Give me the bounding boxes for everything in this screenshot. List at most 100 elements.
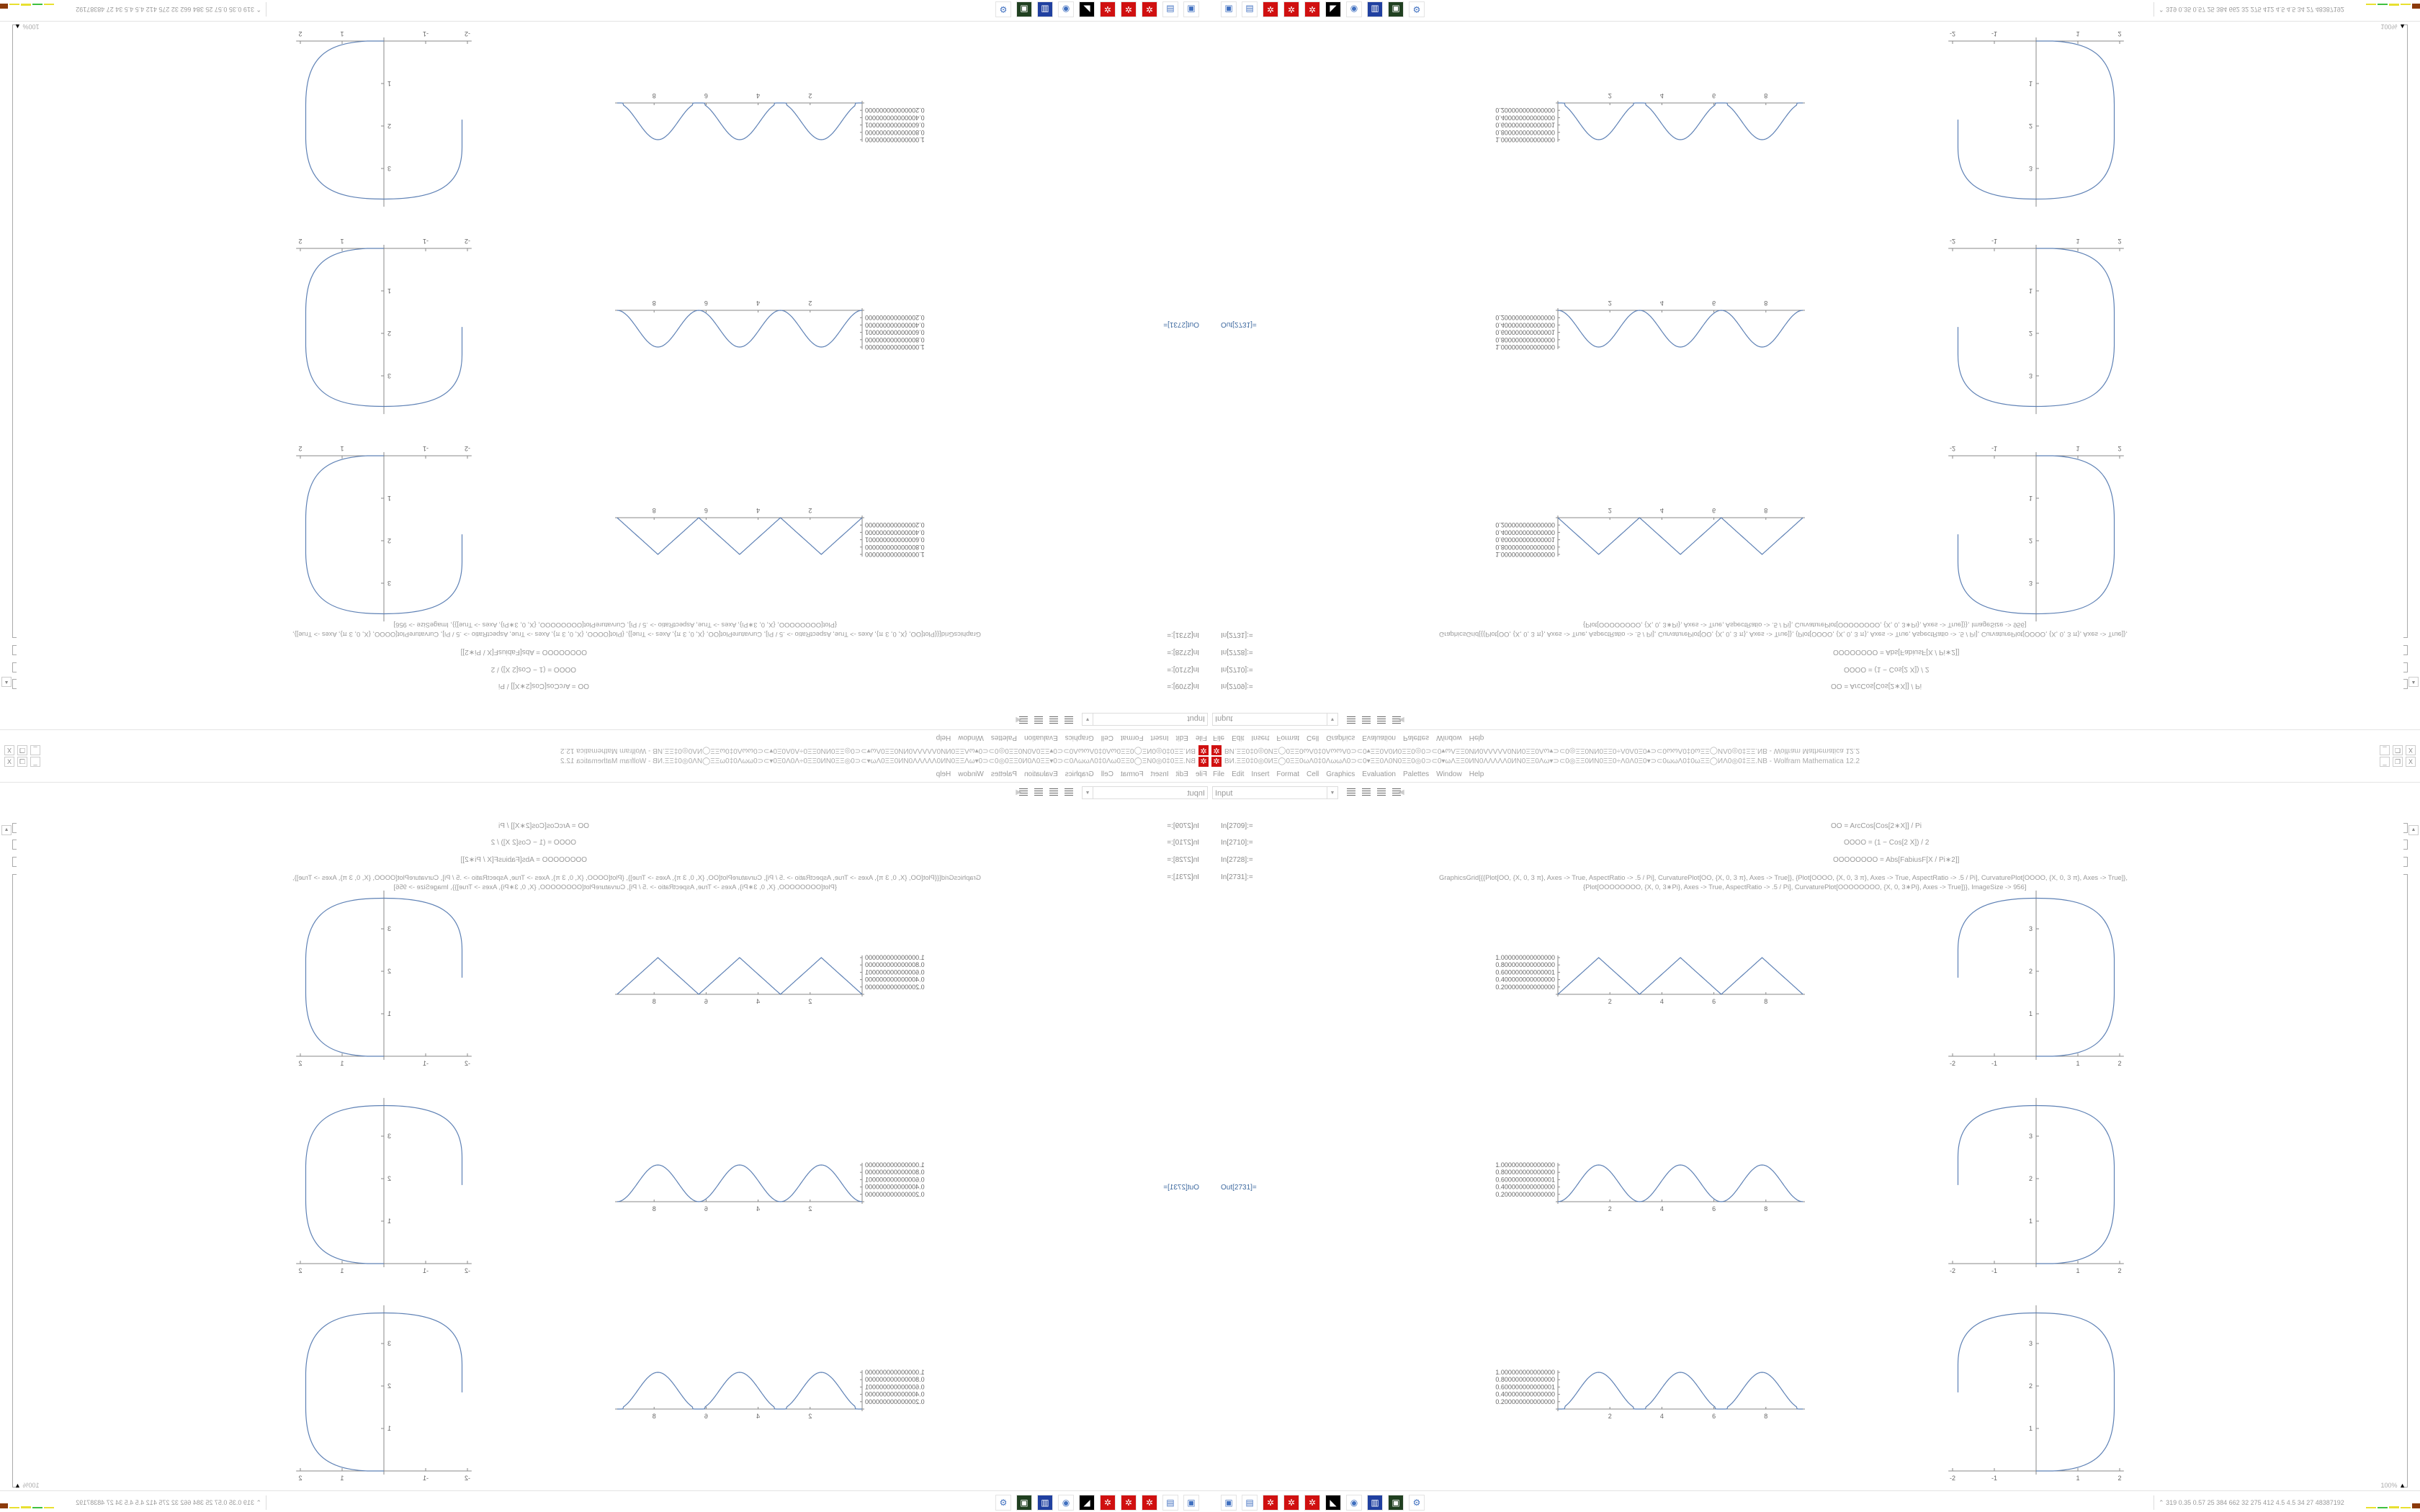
mathematica-icon[interactable]: ✲	[1142, 1, 1157, 17]
floppy-32-icon[interactable]: ▥	[1367, 1, 1383, 17]
window-icon[interactable]: ▣	[1221, 1, 1237, 17]
menu-format[interactable]: Format	[1276, 770, 1300, 778]
zoom-level[interactable]: 100% ▲	[2381, 23, 2406, 30]
calculator-icon[interactable]: ▤	[1162, 1495, 1178, 1511]
menu-evaluation[interactable]: Evaluation	[1362, 770, 1396, 778]
menu-cell[interactable]: Cell	[1307, 770, 1319, 778]
calculator-icon[interactable]: ▤	[1162, 1, 1178, 17]
y-tick-label: 0.600000000000001	[865, 1383, 925, 1390]
window-icon[interactable]: ▣	[1183, 1, 1199, 17]
mathematica-icon[interactable]: ✲	[1283, 1, 1299, 17]
expand-icon[interactable]: ⌃	[2159, 6, 2164, 13]
taskbar: ▣ ▤ ✲ ✲ ✲ ◣ ◉ ▥ ▣ ⚙ ⌃ 319 0.35 0.57 25 384 662 32…	[0, 0, 1210, 19]
firefox-icon[interactable]: ◉	[1346, 1, 1362, 17]
firefox-icon[interactable]: ◉	[1058, 1, 1074, 17]
settings-monitor-icon[interactable]: ⚙	[995, 1, 1011, 17]
calculator-icon[interactable]: ▤	[1242, 1495, 1258, 1511]
wolf-icon[interactable]: ◣	[1079, 1495, 1095, 1511]
menu-file[interactable]: File	[1213, 770, 1225, 778]
mathematica-icon[interactable]: ✲	[1121, 1, 1137, 17]
x-tick-label: 2	[2118, 445, 2121, 452]
cell-bracket[interactable]	[2403, 823, 2408, 833]
cell-style-dropdown[interactable]: Input ▼	[1212, 786, 1338, 799]
zoom-level[interactable]: 100% ▲	[14, 1482, 39, 1489]
firefox-icon[interactable]: ◉	[1058, 1495, 1074, 1511]
minimize-button[interactable]: _	[2380, 757, 2390, 767]
close-button[interactable]: X	[2406, 757, 2416, 767]
cell-bracket[interactable]	[2403, 840, 2408, 850]
y-tick-label: 1.000000000000000	[1495, 954, 1555, 961]
mathematica-icon[interactable]: ✲	[1100, 1495, 1116, 1511]
firefox-icon[interactable]: ◉	[1346, 1495, 1362, 1511]
align-left-icon[interactable]	[1347, 788, 1355, 797]
input-label: In[2710]:=	[1221, 839, 1253, 847]
menu-window[interactable]: Window	[1436, 770, 1462, 778]
line-plot: 24680.2000000000000000.4000000000000000.…	[615, 1161, 925, 1212]
mathematica-icon[interactable]: ✲	[1304, 1, 1320, 17]
meter	[44, 1507, 54, 1508]
x-tick-label: 4	[1660, 507, 1664, 514]
wolf-icon[interactable]: ◣	[1325, 1495, 1341, 1511]
align-center-icon[interactable]	[1362, 788, 1371, 797]
menu-edit[interactable]: Edit	[1232, 770, 1245, 778]
floppy-32-icon[interactable]: ▥	[1037, 1495, 1053, 1511]
mathematica-icon[interactable]: ✲	[1263, 1, 1278, 17]
floppy-32-icon[interactable]: ▥	[1367, 1495, 1383, 1511]
zoom-up-icon[interactable]: ▲	[2399, 1482, 2406, 1489]
mathematica-icon[interactable]: ✲	[1304, 1495, 1320, 1511]
terminal-icon[interactable]: ▣	[1388, 1495, 1404, 1511]
x-tick-label: 1	[2076, 30, 2079, 37]
restore-button[interactable]: ❐	[2393, 757, 2403, 767]
mathematica-icon[interactable]: ✲	[1283, 1495, 1299, 1511]
window-icon[interactable]: ▣	[1183, 1495, 1199, 1511]
collapse-toolbar-icon[interactable]: ◀	[1399, 788, 1404, 796]
mathematica-icon[interactable]: ✲	[1100, 1, 1116, 17]
menu-help[interactable]: Help	[1469, 770, 1484, 778]
zoom-level[interactable]: 100% ▲	[2381, 1482, 2406, 1489]
input-code-line2[interactable]: {Plot[OOOOOOOO, {X, 0, 3∗Pi}, Axes -> Tr…	[1583, 883, 2027, 891]
input-code[interactable]: OOOO = (1 − Cos[2 X]) / 2	[1844, 839, 1930, 847]
expand-icon[interactable]: ⌃	[2159, 1499, 2164, 1506]
zoom-level[interactable]: 100% ▲	[14, 23, 39, 30]
floppy-32-icon[interactable]: ▥	[1037, 1, 1053, 17]
settings-monitor-icon[interactable]: ⚙	[1409, 1495, 1425, 1511]
input-code[interactable]: GraphicsGrid[{{Plot[OO, {X, 0, 3 π}, Axe…	[1439, 873, 2128, 881]
wolf-icon[interactable]: ◣	[1079, 1, 1095, 17]
zoom-up-icon[interactable]: ▲	[2399, 23, 2406, 30]
mathematica-icon[interactable]: ✲	[1263, 1495, 1278, 1511]
y-tick-label: 0.800000000000000	[1495, 1376, 1555, 1383]
align-right-icon[interactable]	[1377, 788, 1386, 797]
mathematica-icon[interactable]: ✲	[1121, 1495, 1137, 1511]
calculator-icon[interactable]: ▤	[1242, 1, 1258, 17]
terminal-icon[interactable]: ▣	[1016, 1, 1032, 17]
input-code[interactable]: OO = ArcCos[Cos[2∗X]] / Pi	[1831, 822, 1922, 830]
x-tick-label: -2	[465, 238, 470, 245]
input-code[interactable]: OOOOOOOO = Abs[FabiusF[X / Pi∗2]]	[1833, 856, 1960, 864]
menu-graphics[interactable]: Graphics	[1326, 770, 1355, 778]
cell-bracket[interactable]	[2403, 874, 2408, 1488]
y-tick-label: 1.000000000000000	[1495, 1161, 1555, 1169]
x-tick-label: -2	[1950, 238, 1955, 245]
terminal-icon[interactable]: ▣	[1016, 1495, 1032, 1511]
scroll-up-icon[interactable]: ▲	[2408, 825, 2419, 835]
expand-icon[interactable]: ⌃	[256, 6, 261, 13]
mirrored-mathematica-window: ✲ BИ.ΞΞ0‡0◎0ИΞ◯0ΞΞ0ωΛ0‡0ΛωωΛ0⊃⊂0▾ΞΞ0Λ0Ν0…	[1210, 0, 2420, 756]
expand-icon[interactable]: ⌃	[256, 1499, 261, 1506]
window-icon[interactable]: ▣	[1221, 1495, 1237, 1511]
mathematica-icon[interactable]: ✲	[1142, 1495, 1157, 1511]
wolf-icon[interactable]: ◣	[1325, 1, 1341, 17]
vertical-scrollbar[interactable]: ▲	[2408, 825, 2419, 1488]
zoom-up-icon[interactable]: ▲	[14, 23, 21, 30]
align-justify-icon[interactable]	[1392, 788, 1401, 797]
y-tick-label: 1.000000000000000	[865, 136, 925, 143]
menu-insert[interactable]: Insert	[1251, 770, 1270, 778]
meter	[2389, 1506, 2399, 1508]
settings-monitor-icon[interactable]: ⚙	[1409, 1, 1425, 17]
settings-monitor-icon[interactable]: ⚙	[995, 1495, 1011, 1511]
cell-bracket[interactable]	[2403, 857, 2408, 867]
terminal-icon[interactable]: ▣	[1388, 1, 1404, 17]
menu-palettes[interactable]: Palettes	[1403, 770, 1430, 778]
y-tick-label: 2	[2029, 1382, 2033, 1390]
y-tick-label: 0.800000000000000	[865, 336, 925, 343]
zoom-up-icon[interactable]: ▲	[14, 1482, 21, 1489]
